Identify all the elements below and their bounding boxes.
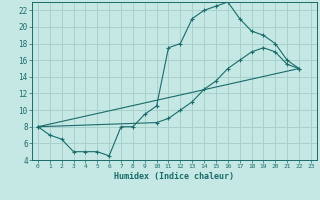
X-axis label: Humidex (Indice chaleur): Humidex (Indice chaleur) [115, 172, 234, 181]
